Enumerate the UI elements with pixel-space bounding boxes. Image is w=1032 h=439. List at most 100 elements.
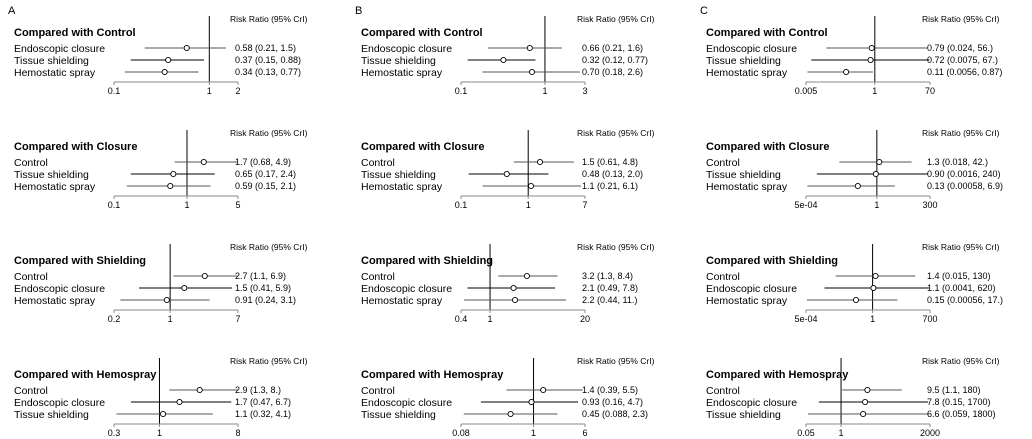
- point-estimate: [507, 410, 514, 418]
- row-label: Control: [361, 385, 395, 397]
- group-title: Compared with Hemospray: [706, 369, 849, 381]
- point-estimate: [200, 158, 207, 166]
- row-label: Tissue shielding: [14, 55, 89, 67]
- panel-letter: C: [700, 5, 708, 17]
- estimate-text: 0.32 (0.12, 0.77): [582, 55, 648, 65]
- group-title: Compared with Hemospray: [361, 369, 504, 381]
- point-estimate: [511, 296, 519, 304]
- x-tick-label: 0.3: [108, 428, 121, 438]
- estimate-text: 0.91 (0.24, 3.1): [235, 295, 296, 305]
- estimate-text: 2.2 (0.44, 11.): [582, 295, 637, 305]
- risk-ratio-header: Risk Ratio (95% CrI): [230, 128, 308, 138]
- estimate-text: 0.66 (0.21, 1.6): [582, 43, 643, 53]
- estimate-text: 0.58 (0.21, 1.5): [235, 43, 296, 53]
- point-estimate: [870, 284, 877, 292]
- group-title: Compared with Control: [14, 27, 136, 39]
- estimate-text: 0.93 (0.16, 4.7): [582, 397, 643, 407]
- estimate-text: 0.79 (0.024, 56.): [927, 43, 993, 53]
- point-estimate: [527, 182, 535, 190]
- row-label: Tissue shielding: [706, 169, 781, 181]
- x-tick-label: 0.1: [455, 86, 468, 96]
- x-tick-label: 0.4: [455, 314, 468, 324]
- x-tick-label: 1: [168, 314, 173, 324]
- risk-ratio-header: Risk Ratio (95% CrI): [922, 128, 1000, 138]
- x-tick-label: 2: [235, 86, 240, 96]
- point-estimate: [523, 272, 530, 280]
- estimate-text: 0.13 (0.00058, 6.9): [927, 181, 1003, 191]
- point-estimate: [170, 170, 177, 178]
- group-title: Compared with Closure: [706, 141, 829, 153]
- risk-ratio-header: Risk Ratio (95% CrI): [230, 14, 308, 24]
- estimate-text: 1.7 (0.47, 6.7): [235, 397, 291, 407]
- point-estimate: [510, 284, 517, 292]
- row-label: Hemostatic spray: [706, 181, 788, 193]
- point-estimate: [176, 398, 183, 406]
- x-tick-label: 1: [157, 428, 162, 438]
- row-label: Control: [706, 157, 740, 169]
- x-tick-label: 0.2: [108, 314, 121, 324]
- estimate-text: 2.7 (1.1, 6.9): [235, 271, 286, 281]
- x-tick-label: 2000: [920, 428, 940, 438]
- x-tick-label: 1: [874, 200, 879, 210]
- point-estimate: [876, 158, 883, 166]
- estimate-text: 2.9 (1.3, 8.): [235, 385, 281, 395]
- row-label: Tissue shielding: [706, 409, 781, 421]
- point-estimate: [161, 68, 168, 76]
- x-tick-label: 5: [235, 200, 240, 210]
- estimate-text: 2.1 (0.49, 7.8): [582, 283, 638, 293]
- x-tick-label: 1: [531, 428, 536, 438]
- estimate-text: 6.6 (0.059, 1800): [927, 409, 996, 419]
- estimate-text: 1.1 (0.21, 6.1): [582, 181, 638, 191]
- x-tick-label: 7: [235, 314, 240, 324]
- x-tick-label: 1: [207, 86, 212, 96]
- point-estimate: [868, 44, 875, 52]
- x-tick-label: 700: [922, 314, 937, 324]
- estimate-text: 0.15 (0.00056, 17.): [927, 295, 1003, 305]
- row-label: Tissue shielding: [14, 409, 89, 421]
- x-tick-label: 7: [582, 200, 587, 210]
- x-tick-label: 0.1: [108, 86, 121, 96]
- row-label: Endoscopic closure: [361, 397, 452, 409]
- estimate-text: 0.70 (0.18, 2.6): [582, 67, 643, 77]
- row-label: Tissue shielding: [361, 409, 436, 421]
- point-estimate: [201, 272, 208, 280]
- row-label: Control: [14, 157, 48, 169]
- row-label: Control: [706, 271, 740, 283]
- estimate-text: 0.37 (0.15, 0.88): [235, 55, 301, 65]
- row-label: Tissue shielding: [14, 169, 89, 181]
- x-tick-label: 0.05: [797, 428, 815, 438]
- risk-ratio-header: Risk Ratio (95% CrI): [577, 356, 655, 366]
- point-estimate: [864, 386, 871, 394]
- row-label: Endoscopic closure: [14, 43, 105, 55]
- x-tick-label: 0.1: [455, 200, 468, 210]
- x-tick-label: 300: [922, 200, 937, 210]
- row-label: Hemostatic spray: [14, 181, 96, 193]
- point-estimate: [528, 68, 535, 76]
- row-label: Control: [361, 271, 395, 283]
- point-estimate: [867, 56, 874, 64]
- risk-ratio-header: Risk Ratio (95% CrI): [577, 128, 655, 138]
- row-label: Control: [706, 385, 740, 397]
- row-label: Hemostatic spray: [361, 181, 443, 193]
- row-label: Hemostatic spray: [706, 295, 788, 307]
- risk-ratio-header: Risk Ratio (95% CrI): [922, 14, 1000, 24]
- row-label: Endoscopic closure: [361, 283, 452, 295]
- estimate-text: 1.1 (0.32, 4.1): [235, 409, 291, 419]
- row-label: Endoscopic closure: [706, 43, 797, 55]
- point-estimate: [860, 410, 867, 418]
- point-estimate: [500, 56, 507, 64]
- point-estimate: [852, 296, 860, 304]
- row-label: Tissue shielding: [706, 55, 781, 67]
- risk-ratio-header: Risk Ratio (95% CrI): [230, 242, 308, 252]
- row-label: Control: [14, 385, 48, 397]
- row-label: Hemostatic spray: [14, 295, 96, 307]
- row-label: Endoscopic closure: [361, 43, 452, 55]
- estimate-text: 1.4 (0.015, 130): [927, 271, 991, 281]
- x-tick-label: 1: [184, 200, 189, 210]
- row-label: Tissue shielding: [361, 55, 436, 67]
- row-label: Hemostatic spray: [361, 295, 443, 307]
- group-title: Compared with Control: [706, 27, 828, 39]
- estimate-text: 1.3 (0.018, 42.): [927, 157, 988, 167]
- x-tick-label: 1: [526, 200, 531, 210]
